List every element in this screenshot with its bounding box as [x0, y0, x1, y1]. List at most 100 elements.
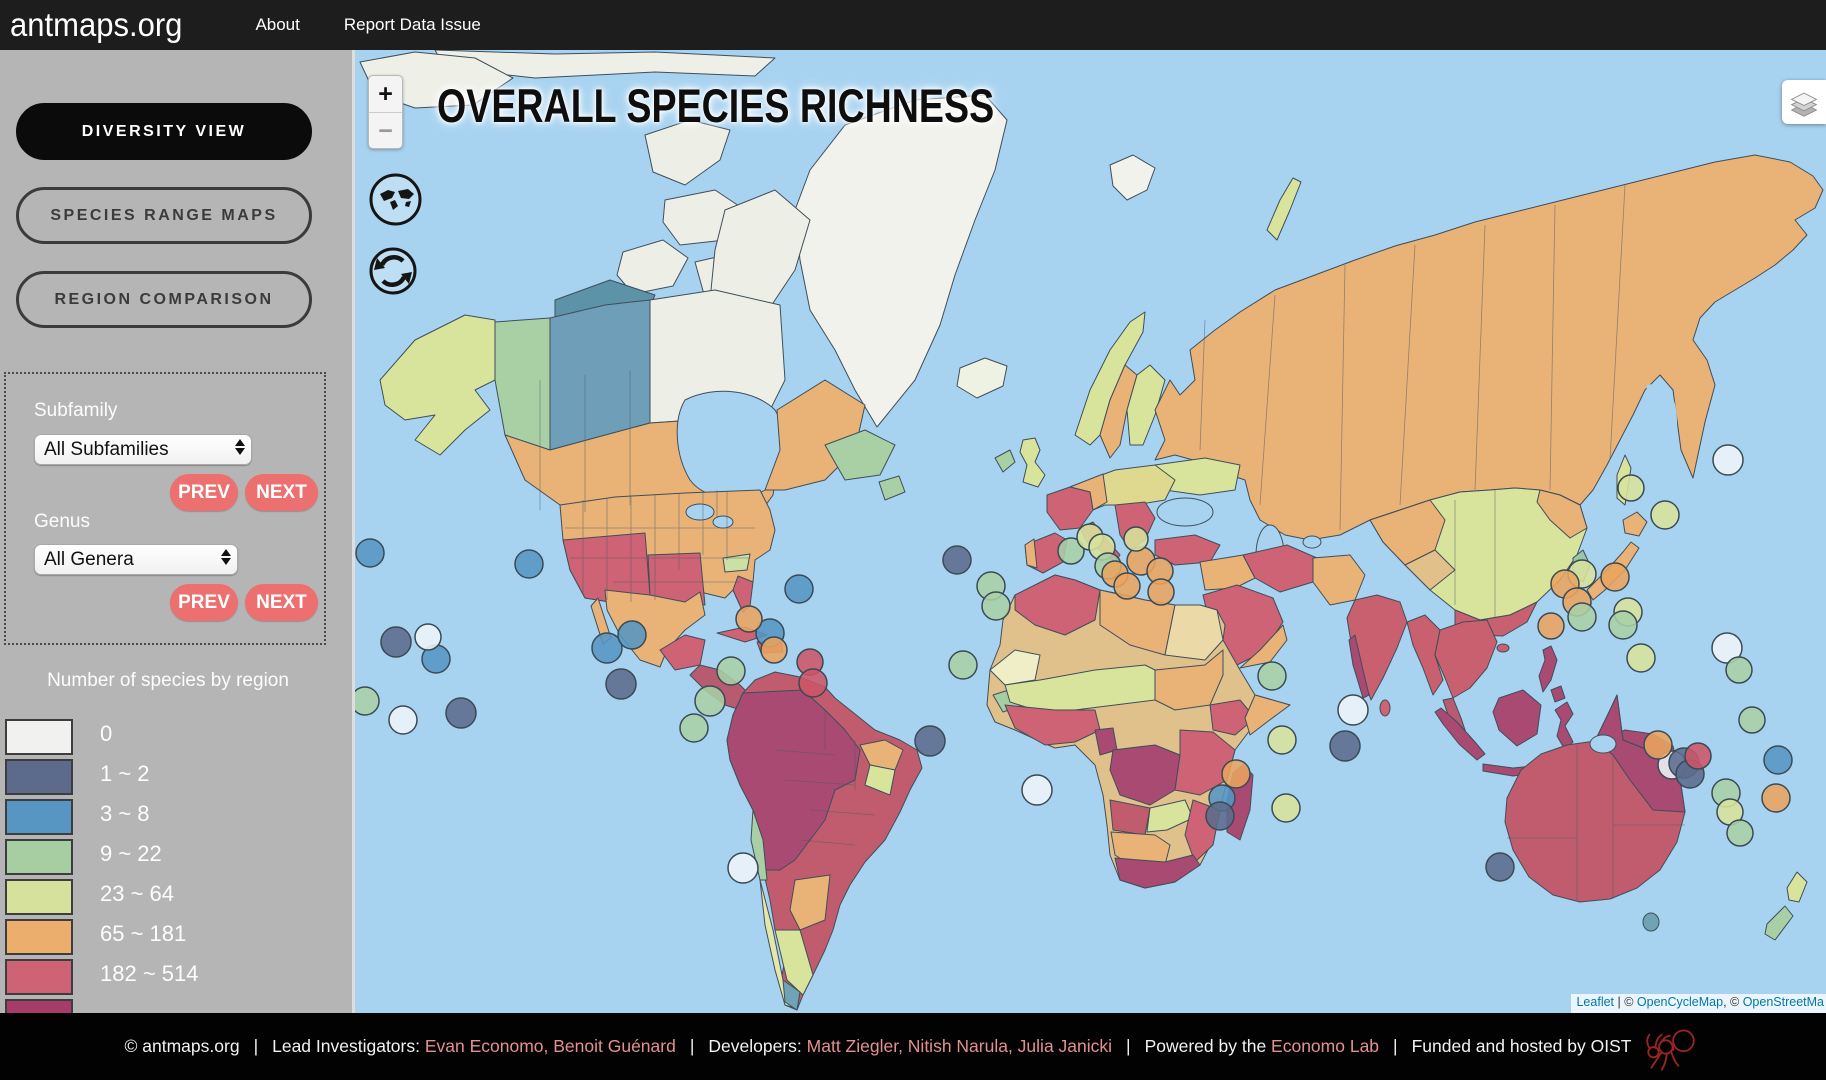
subfamily-prev-button[interactable]: PREV	[170, 474, 238, 511]
island-marker[interactable]	[617, 620, 647, 650]
island-marker[interactable]	[1684, 742, 1712, 770]
island-marker[interactable]	[694, 685, 726, 717]
island-marker[interactable]	[355, 686, 380, 716]
footer-text: |	[1126, 1036, 1131, 1056]
taxon-filter-box: Subfamily All Subfamilies PREV NEXT Genu…	[4, 372, 326, 645]
reset-view-button[interactable]	[368, 172, 423, 227]
island-marker[interactable]	[1650, 500, 1680, 530]
island-marker[interactable]	[355, 538, 385, 568]
map-attribution: Leaflet | © OpenCycleMap, © OpenStreetMa	[1571, 994, 1826, 1013]
island-marker[interactable]	[784, 574, 814, 604]
legend-row: 65 ~ 181	[0, 917, 352, 957]
region-borders	[539, 184, 1685, 900]
island-marker[interactable]	[1021, 774, 1053, 806]
refresh-icon	[369, 247, 417, 295]
island-marker[interactable]	[914, 725, 946, 757]
genus-prev-button[interactable]: PREV	[170, 584, 238, 621]
island-marker[interactable]	[1485, 852, 1515, 882]
island-marker[interactable]	[1057, 537, 1085, 565]
island-marker[interactable]	[1123, 526, 1149, 552]
region-comparison-button[interactable]: REGION COMPARISON	[16, 271, 312, 328]
nav-about[interactable]: About	[255, 15, 300, 34]
island-marker[interactable]	[798, 668, 828, 698]
opencyclemap-link[interactable]: OpenCycleMap	[1636, 995, 1724, 1009]
island-marker[interactable]	[380, 626, 412, 658]
island-marker[interactable]	[1600, 562, 1630, 592]
world-choropleth-map[interactable]	[355, 50, 1826, 1013]
footer: © antmaps.org | Lead Investigators: Evan E…	[0, 1013, 1826, 1080]
island-marker[interactable]	[1329, 730, 1361, 762]
island-marker[interactable]	[1725, 656, 1753, 684]
island-marker[interactable]	[514, 549, 544, 579]
footer-text: |	[1393, 1036, 1398, 1056]
legend-row: 9 ~ 22	[0, 837, 352, 877]
island-marker[interactable]	[1626, 643, 1656, 673]
subfamily-select[interactable]: All Subfamilies	[34, 434, 252, 465]
island-marker[interactable]	[1738, 706, 1766, 734]
legend-swatch	[5, 759, 73, 795]
leaflet-link[interactable]: Leaflet	[1576, 995, 1615, 1009]
genus-select[interactable]: All Genera	[34, 544, 238, 575]
island-marker[interactable]	[1567, 602, 1597, 632]
genus-select-value: All Genera	[44, 548, 134, 570]
island-marker[interactable]	[1763, 745, 1793, 775]
island-marker[interactable]	[1257, 661, 1287, 691]
zoom-in-button[interactable]: +	[369, 76, 402, 113]
legend-label: 1 ~ 2	[100, 761, 150, 786]
layers-icon	[1790, 92, 1818, 117]
map-container[interactable]: OVERALL SPECIES RICHNESS + −	[352, 50, 1826, 1013]
island-markers[interactable]	[355, 444, 1793, 884]
footer-link[interactable]: Economo Lab	[1271, 1036, 1380, 1056]
brand-logo[interactable]: antmaps.org	[10, 6, 183, 43]
island-marker[interactable]	[981, 591, 1011, 621]
island-marker[interactable]	[445, 697, 477, 729]
island-marker[interactable]	[1267, 725, 1297, 755]
island-marker[interactable]	[605, 668, 637, 700]
island-marker[interactable]	[716, 656, 746, 686]
island-marker[interactable]	[388, 705, 418, 735]
island-marker[interactable]	[735, 605, 763, 633]
island-marker[interactable]	[679, 713, 709, 743]
island-marker[interactable]	[1711, 632, 1743, 664]
island-marker[interactable]	[1537, 612, 1565, 640]
layers-control[interactable]	[1782, 80, 1826, 124]
nav-report-data-issue[interactable]: Report Data Issue	[343, 15, 481, 34]
island-marker[interactable]	[1221, 759, 1251, 789]
island-marker[interactable]	[1113, 572, 1141, 600]
legend-swatch	[5, 719, 73, 755]
genus-label: Genus	[34, 511, 90, 532]
footer-link[interactable]: Evan Economo, Benoit Guénard	[424, 1036, 676, 1056]
ant-logo-icon	[1646, 1029, 1696, 1071]
island-marker[interactable]	[1147, 578, 1175, 606]
refresh-button[interactable]	[368, 246, 423, 301]
island-marker[interactable]	[1608, 610, 1638, 640]
subfamily-next-button[interactable]: NEXT	[245, 474, 318, 511]
island-marker[interactable]	[727, 852, 759, 884]
species-legend: 0 1 ~ 2 3 ~ 8 9 ~ 22 23 ~ 64 65 ~ 181 182 ~ 51…	[0, 717, 352, 1013]
island-marker[interactable]	[1712, 444, 1744, 476]
island-marker[interactable]	[1617, 474, 1645, 502]
footer-text: |	[253, 1036, 259, 1056]
footer-text: © antmaps.org	[124, 1036, 240, 1056]
genus-next-button[interactable]: NEXT	[245, 584, 318, 621]
island-marker[interactable]	[1761, 783, 1791, 813]
island-marker[interactable]	[948, 650, 978, 680]
island-marker[interactable]	[591, 632, 623, 664]
footer-text: Funded and hosted by OIST	[1411, 1036, 1632, 1056]
select-stepper-icon	[221, 549, 231, 565]
footer-link[interactable]: Matt Ziegler, Nitish Narula, Julia Janic…	[806, 1036, 1113, 1056]
island-marker[interactable]	[1726, 819, 1754, 847]
species-range-maps-button[interactable]: SPECIES RANGE MAPS	[16, 187, 312, 244]
island-marker[interactable]	[414, 623, 442, 651]
openstreetmap-link[interactable]: OpenStreetMa	[1742, 995, 1824, 1009]
zoom-out-button[interactable]: −	[378, 117, 393, 145]
legend-row: 23 ~ 64	[0, 877, 352, 917]
diversity-view-button[interactable]: DIVERSITY VIEW	[16, 103, 312, 160]
legend-row: 182 ~ 514	[0, 957, 352, 997]
island-marker[interactable]	[1643, 730, 1673, 760]
island-marker[interactable]	[1271, 793, 1301, 823]
island-marker[interactable]	[1205, 801, 1235, 831]
island-marker[interactable]	[1337, 694, 1369, 726]
island-marker[interactable]	[760, 636, 788, 664]
island-marker[interactable]	[942, 545, 972, 575]
